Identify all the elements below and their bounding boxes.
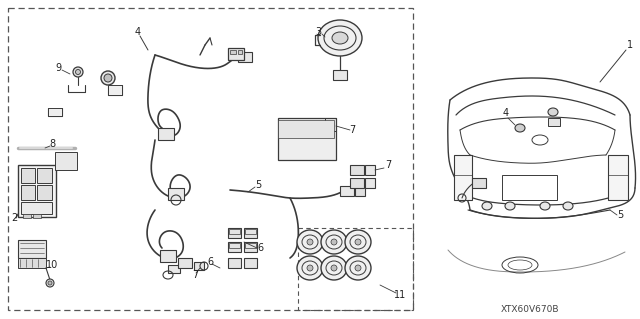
Text: 5: 5 xyxy=(255,180,261,190)
Text: 5: 5 xyxy=(617,210,623,220)
Bar xyxy=(178,258,192,268)
Text: 1: 1 xyxy=(627,40,633,50)
Bar xyxy=(472,178,486,188)
Text: 7: 7 xyxy=(349,125,355,135)
Ellipse shape xyxy=(548,108,558,116)
Bar xyxy=(18,165,56,217)
Ellipse shape xyxy=(297,256,323,280)
Ellipse shape xyxy=(101,71,115,85)
Ellipse shape xyxy=(73,67,83,77)
Bar xyxy=(228,258,241,268)
Bar xyxy=(244,228,257,238)
Ellipse shape xyxy=(331,265,337,271)
Bar xyxy=(228,228,241,238)
Ellipse shape xyxy=(321,230,347,254)
Bar xyxy=(238,52,252,62)
Text: 10: 10 xyxy=(46,260,58,270)
Text: 7: 7 xyxy=(385,160,391,170)
Bar xyxy=(158,128,174,140)
Ellipse shape xyxy=(563,202,573,210)
Text: 8: 8 xyxy=(49,139,55,149)
Bar xyxy=(8,8,413,310)
Ellipse shape xyxy=(76,70,81,75)
Ellipse shape xyxy=(515,124,525,132)
Bar xyxy=(18,240,46,258)
Text: XTX60V670B: XTX60V670B xyxy=(500,306,559,315)
Bar xyxy=(230,50,236,54)
Bar xyxy=(278,120,334,138)
Bar xyxy=(245,229,256,234)
Bar xyxy=(502,175,557,200)
Bar xyxy=(229,243,240,248)
Ellipse shape xyxy=(307,265,313,271)
Ellipse shape xyxy=(345,256,371,280)
Bar xyxy=(244,258,257,268)
Ellipse shape xyxy=(307,239,313,245)
Bar xyxy=(108,85,122,95)
Text: 3: 3 xyxy=(315,27,321,37)
Bar xyxy=(48,108,62,116)
Bar xyxy=(37,185,52,200)
Ellipse shape xyxy=(48,281,52,285)
Text: 9: 9 xyxy=(55,63,61,73)
Bar xyxy=(194,262,204,270)
Bar xyxy=(278,118,336,160)
Bar xyxy=(340,186,354,196)
Text: 11: 11 xyxy=(394,290,406,300)
Ellipse shape xyxy=(355,239,361,245)
Ellipse shape xyxy=(482,202,492,210)
Bar xyxy=(245,243,256,248)
Ellipse shape xyxy=(331,239,337,245)
Bar xyxy=(168,188,184,200)
Ellipse shape xyxy=(505,202,515,210)
Bar xyxy=(23,214,31,218)
Bar xyxy=(333,70,347,80)
Ellipse shape xyxy=(318,20,362,56)
Text: 7: 7 xyxy=(192,270,198,280)
Bar xyxy=(608,155,628,200)
Bar xyxy=(21,185,35,200)
Bar xyxy=(548,118,560,126)
Bar xyxy=(365,178,375,188)
Ellipse shape xyxy=(355,265,361,271)
Ellipse shape xyxy=(46,279,54,287)
Bar xyxy=(37,168,52,183)
Bar xyxy=(228,48,244,60)
Text: 4: 4 xyxy=(503,108,509,118)
Bar xyxy=(350,178,364,188)
Text: 6: 6 xyxy=(207,257,213,267)
Text: 2: 2 xyxy=(11,213,17,223)
Ellipse shape xyxy=(321,256,347,280)
Bar xyxy=(18,258,46,268)
Ellipse shape xyxy=(297,230,323,254)
Bar xyxy=(160,250,176,262)
Text: 6: 6 xyxy=(257,243,263,253)
Bar xyxy=(228,242,241,252)
Bar xyxy=(168,265,180,273)
Text: 4: 4 xyxy=(135,27,141,37)
Ellipse shape xyxy=(104,74,112,82)
Bar xyxy=(365,165,375,175)
Bar xyxy=(350,165,364,175)
Bar xyxy=(244,242,257,252)
Bar xyxy=(55,152,77,170)
Bar xyxy=(454,155,472,200)
Bar xyxy=(21,202,52,214)
Bar xyxy=(238,50,242,54)
Bar xyxy=(33,214,41,218)
Ellipse shape xyxy=(540,202,550,210)
Bar xyxy=(355,186,365,196)
Ellipse shape xyxy=(332,32,348,44)
Bar xyxy=(298,228,413,310)
Bar xyxy=(21,168,35,183)
Ellipse shape xyxy=(345,230,371,254)
Bar xyxy=(229,229,240,234)
